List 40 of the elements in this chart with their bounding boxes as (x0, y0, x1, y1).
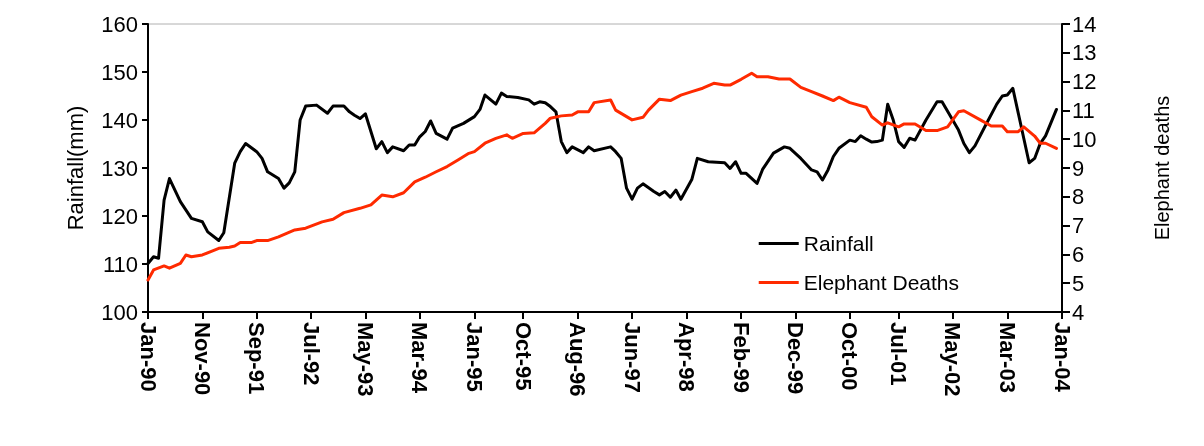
y2-tick-label: 4 (1072, 299, 1085, 325)
y2-tick-label: 6 (1072, 241, 1085, 267)
y2-tick-label: 9 (1072, 155, 1085, 181)
y2-tick-label: 8 (1072, 184, 1085, 210)
x-tick-label: Sep-91 (244, 322, 270, 395)
x-tick-label: May-02 (940, 322, 966, 397)
y2-tick-label: 10 (1072, 126, 1097, 152)
y-tick-label: 100 (101, 299, 138, 325)
y2-tick-label: 5 (1072, 270, 1085, 296)
y2-tick-label: 14 (1072, 11, 1097, 37)
y2-tick-label: 11 (1072, 97, 1095, 123)
x-tick-label: Feb-99 (728, 322, 754, 393)
y2-tick-label: 13 (1072, 40, 1097, 66)
legend-label: Rainfall (803, 232, 874, 255)
x-tick-label: Jan-95 (461, 322, 487, 392)
x-tick-label: Jul-92 (298, 322, 324, 386)
x-tick-label: Mar-03 (994, 322, 1020, 393)
x-tick-label: Nov-90 (189, 322, 215, 396)
legend-label: Elephant Deaths (803, 271, 960, 294)
x-tick-label: Dec-99 (782, 322, 808, 395)
x-tick-label: Mar-94 (407, 322, 433, 394)
x-tick-label: Jan-04 (1049, 322, 1075, 393)
x-tick-label: Jan-90 (135, 322, 161, 392)
y2-axis-title: Elephant deaths (1151, 95, 1173, 241)
x-tick-label: May-93 (352, 322, 378, 397)
x-tick-label: Jun-97 (619, 322, 645, 393)
y-axis-title: Rainfall(mm) (62, 105, 88, 231)
y-tick-label: 130 (101, 155, 138, 181)
x-tick-label: Aug-96 (565, 322, 591, 397)
y-tick-label: 120 (101, 203, 138, 229)
x-tick-label: Jul-01 (886, 322, 912, 386)
y-tick-label: 150 (101, 59, 138, 85)
y-tick-label: 140 (101, 107, 138, 133)
y-tick-label: 160 (101, 11, 138, 37)
y2-tick-label: 7 (1072, 213, 1085, 239)
y-tick-label: 110 (102, 251, 138, 277)
y2-tick-label: 12 (1072, 69, 1097, 95)
x-tick-label: Apr-98 (673, 322, 699, 392)
x-tick-label: Oct-00 (837, 322, 863, 391)
x-tick-label: Oct-95 (510, 322, 536, 391)
